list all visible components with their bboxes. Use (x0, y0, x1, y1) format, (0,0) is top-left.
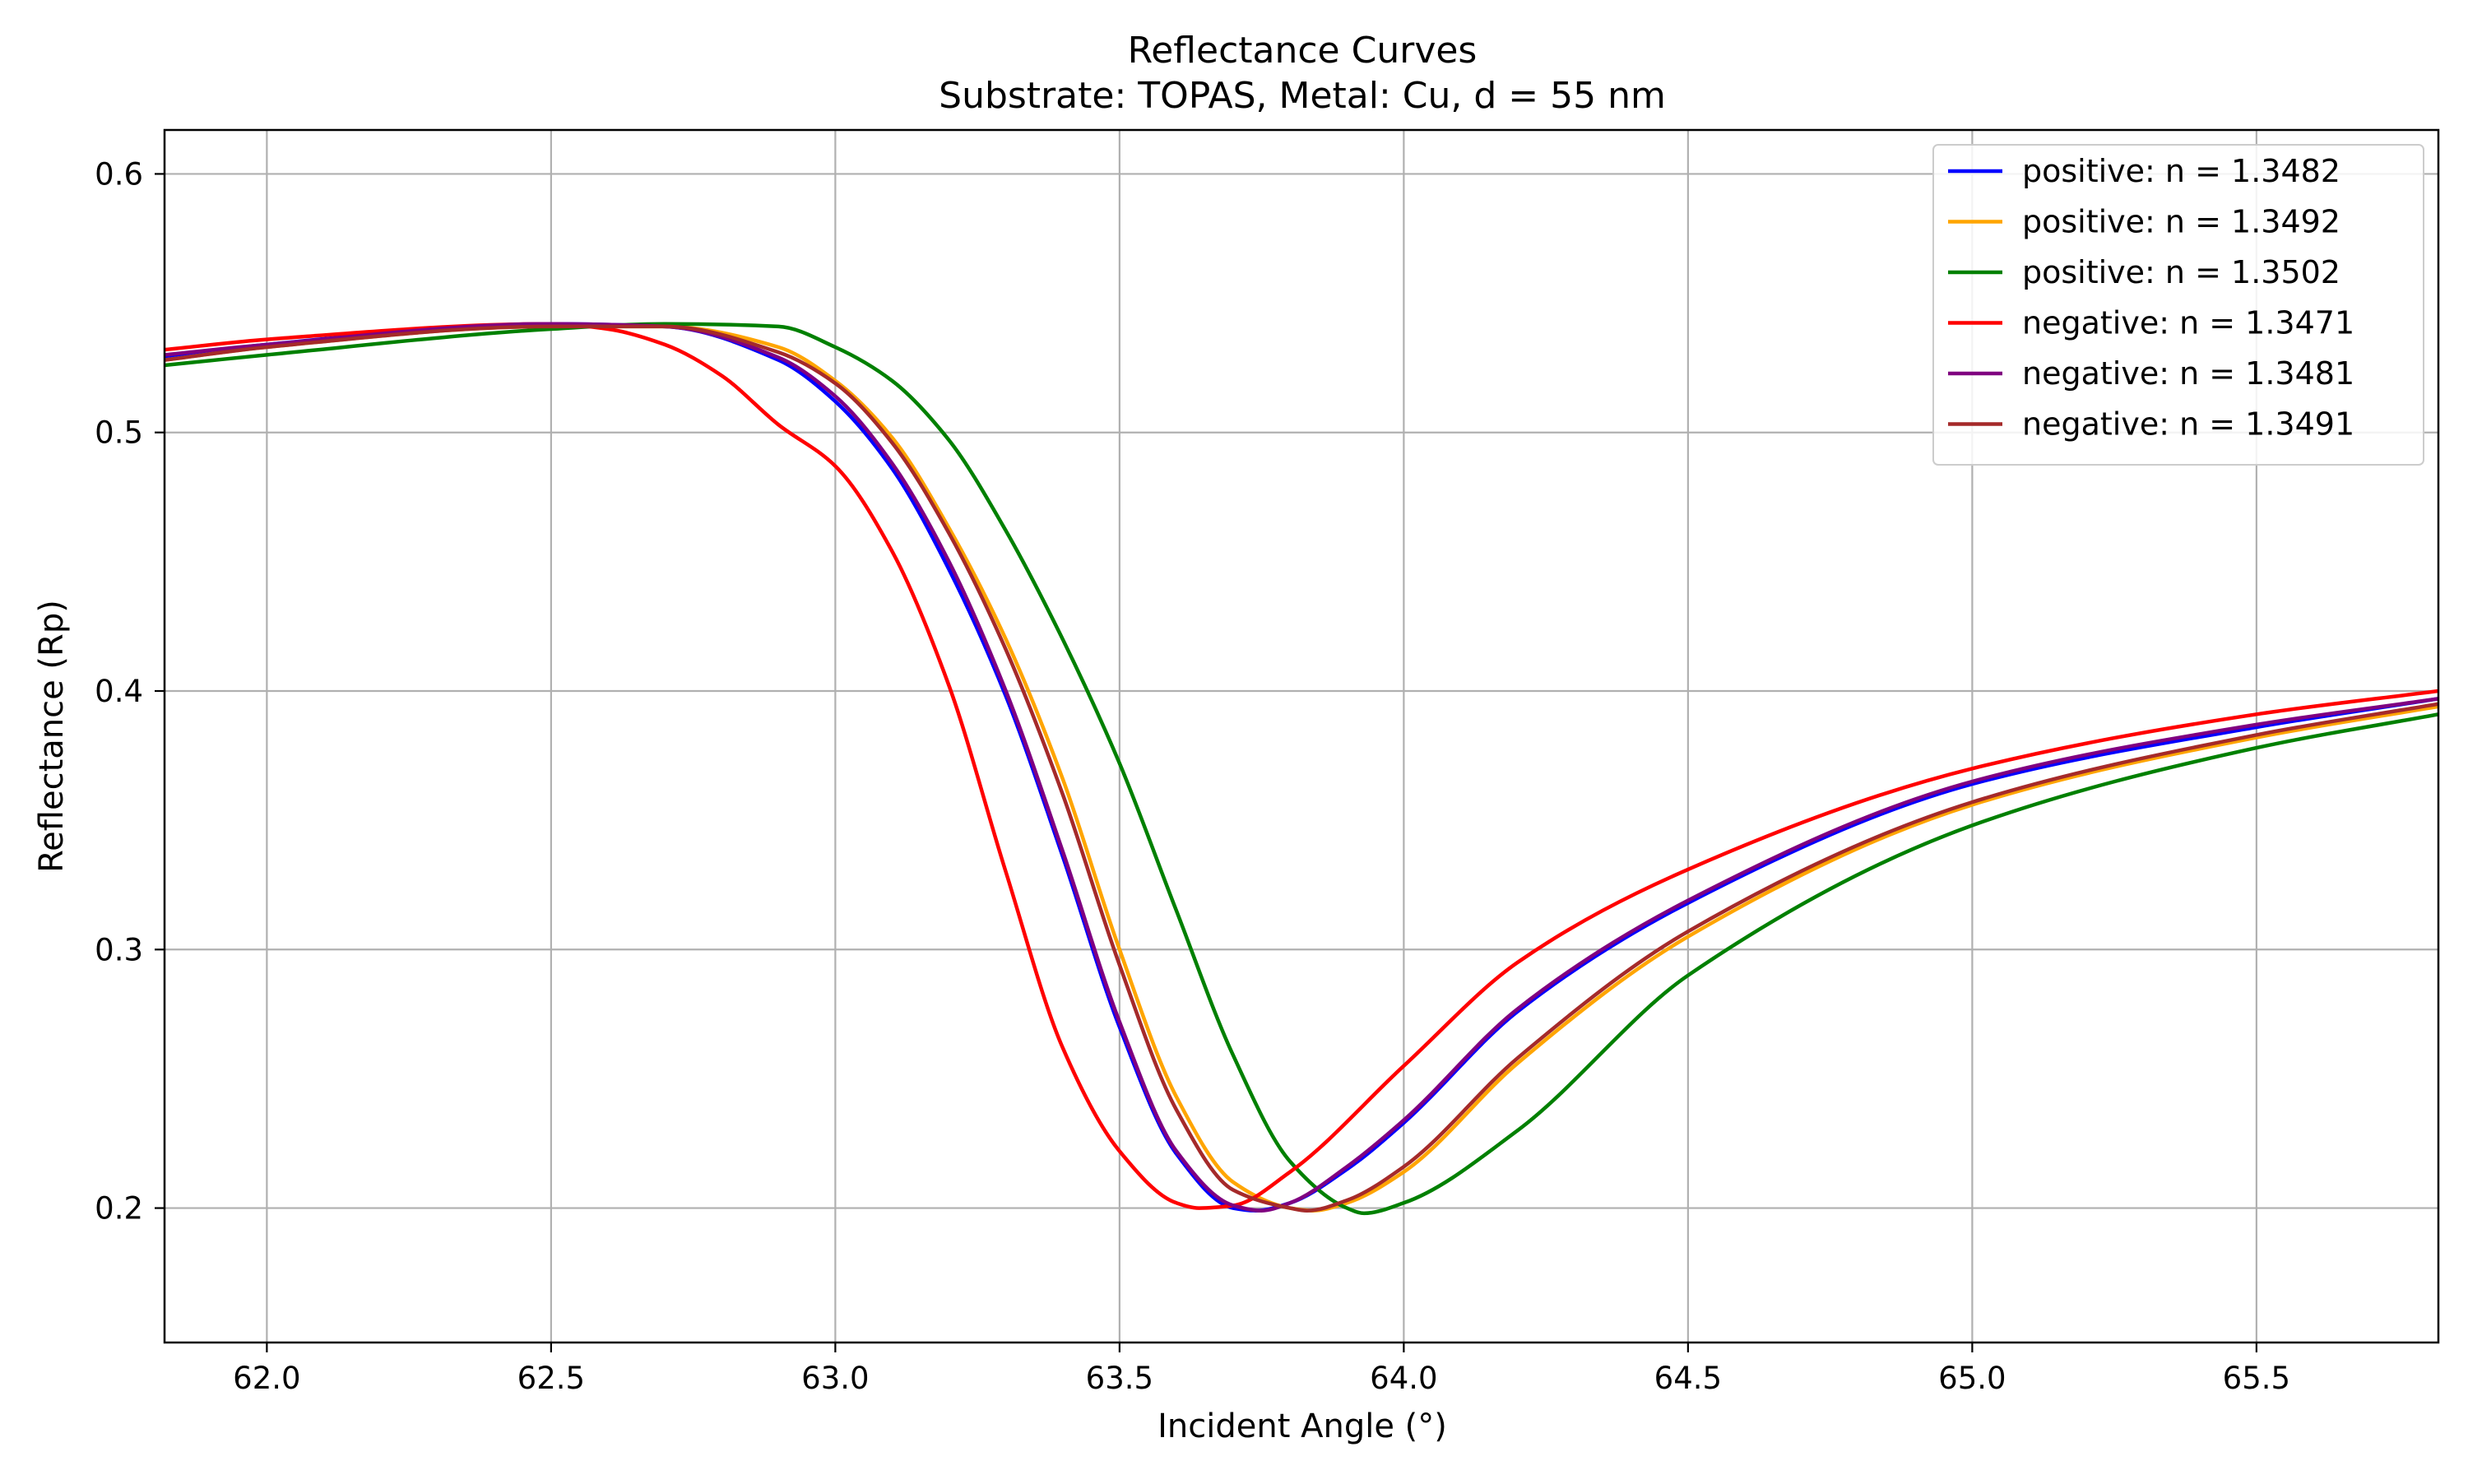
y-tick-label: 0.6 (95, 156, 143, 192)
legend-box (1932, 144, 2424, 466)
legend: positive: n = 1.3482 positive: n = 1.3492… (1932, 144, 2424, 466)
x-tick-label: 64.0 (1370, 1361, 1437, 1396)
y-tick-label: 0.2 (95, 1191, 143, 1227)
plot-frame (163, 128, 2440, 1344)
legend-label-3: positive: n = 1.3502 (2022, 254, 2340, 290)
y-tick-label: 0.3 (95, 932, 143, 967)
series-layer (165, 322, 2438, 1216)
legend-label-1: positive: n = 1.3482 (2022, 153, 2340, 189)
y-tick-label: 0.4 (95, 674, 143, 709)
legend-label-2: positive: n = 1.3492 (2022, 204, 2340, 240)
y-axis-label: Reflectance (Rp) (33, 600, 71, 873)
x-tick-label: 62.5 (517, 1361, 585, 1396)
x-tick-label: 65.0 (1938, 1361, 2006, 1396)
x-tick-label: 63.0 (801, 1361, 869, 1396)
legend-label-5: negative: n = 1.3481 (2022, 355, 2354, 392)
legend-label-6: negative: n = 1.3491 (2022, 406, 2354, 443)
chart-subtitle: Substrate: TOPAS, Metal: Cu, d = 55 nm (939, 75, 1666, 117)
series-line-3 (165, 322, 2438, 1216)
legend-label-4: negative: n = 1.3471 (2022, 305, 2354, 341)
x-tick-label: 63.5 (1086, 1361, 1153, 1396)
x-axis-label: Incident Angle (°) (1157, 1407, 1447, 1445)
series-line-6 (165, 324, 2438, 1213)
x-tick-label: 65.5 (2223, 1361, 2290, 1396)
y-tick-label: 0.5 (95, 415, 143, 451)
series-line-4 (165, 322, 2438, 1210)
chart-title: Reflectance Curves (1128, 30, 1478, 72)
x-tick-label: 62.0 (233, 1361, 300, 1396)
tick-layer: 62.0 62.5 63.0 63.5 64.0 64.5 65.0 65.5 0.2 0.3 0.… (95, 156, 2290, 1396)
x-tick-label: 64.5 (1654, 1361, 1722, 1396)
